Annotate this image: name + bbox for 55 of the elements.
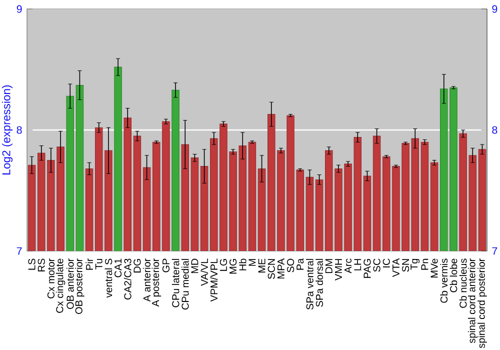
x-tick-label: M xyxy=(248,259,256,266)
x-tick-label: VMH xyxy=(335,259,342,280)
x-tick-label: Arc xyxy=(344,258,352,274)
y2-tick-label: 9 xyxy=(492,5,498,13)
x-tick-label: LS xyxy=(28,258,36,270)
x-tick-label: CA1 xyxy=(114,258,122,278)
x-tick-label: Cx cingulate xyxy=(56,258,66,313)
x-tick-label: MPA xyxy=(278,258,284,278)
x-tick-label: MVe xyxy=(430,258,438,278)
x-tick-label: VA/VL xyxy=(200,258,208,286)
x-tick-label: spinal cord anterior xyxy=(468,258,478,344)
x-tick-label: Cx motor xyxy=(47,258,55,298)
y-tick-label: 8 xyxy=(16,126,22,134)
x-tick-label: MG xyxy=(230,259,237,274)
x-tick-label: A posterior xyxy=(152,258,162,307)
x-tick-label: LG xyxy=(220,259,228,271)
x-tick-label: Pa xyxy=(296,258,304,270)
y-tick-label: 9 xyxy=(16,5,22,13)
x-tick-label: RS xyxy=(38,258,45,272)
x-tick-label: spinal cord posterior xyxy=(478,258,487,348)
y-tick-label: 7 xyxy=(16,247,22,255)
x-tick-label: MD xyxy=(191,258,198,274)
x-tick-label: PAG xyxy=(364,259,371,278)
x-tick-label: SPa dorsal xyxy=(316,258,323,307)
x-tick-label: A anterior xyxy=(143,258,150,302)
x-tick-label: ME xyxy=(258,258,266,272)
x-tick-label: DG xyxy=(134,259,141,272)
x-tick-label: LH xyxy=(354,259,362,270)
x-tick-label: SPa ventral xyxy=(306,258,314,310)
y-axis-title: Log2 (expression) xyxy=(2,85,13,174)
x-tick-label: SC xyxy=(373,258,380,272)
x-tick-label: SCN xyxy=(268,259,275,279)
x-tick-label: OB anterior xyxy=(66,258,74,309)
x-tick-label: Pir xyxy=(86,258,93,270)
y2-tick-label: 7 xyxy=(492,247,498,255)
x-tick-label: CPu lateral xyxy=(172,258,180,308)
x-tick-label: Cb lobe xyxy=(450,258,458,292)
x-tick-label: IC xyxy=(382,258,390,268)
x-tick-label: SO xyxy=(287,258,294,272)
x-tick-label: Hb xyxy=(238,258,246,270)
x-tick-label: Cb vermis xyxy=(440,258,448,303)
x-tick-label: Pn xyxy=(421,258,428,270)
x-tick-label: ventral S xyxy=(104,258,112,298)
x-tick-label: Tu xyxy=(95,258,102,270)
x-tick-label: VTA xyxy=(392,258,400,277)
y2-tick-label: 8 xyxy=(492,126,498,134)
x-tick-label: Tg xyxy=(410,258,420,270)
x-tick-label: OB posterior xyxy=(75,258,84,314)
x-tick-label: CPu medial xyxy=(181,258,189,310)
x-tick-label: VPM/VPL xyxy=(210,258,218,302)
x-tick-label: Cb nucleus xyxy=(459,258,467,308)
x-tick-label: DM xyxy=(325,259,332,274)
x-tick-label: SN xyxy=(402,259,410,272)
x-tick-label: GP xyxy=(162,258,170,272)
x-tick-label: CA2/CA3 xyxy=(124,258,132,300)
